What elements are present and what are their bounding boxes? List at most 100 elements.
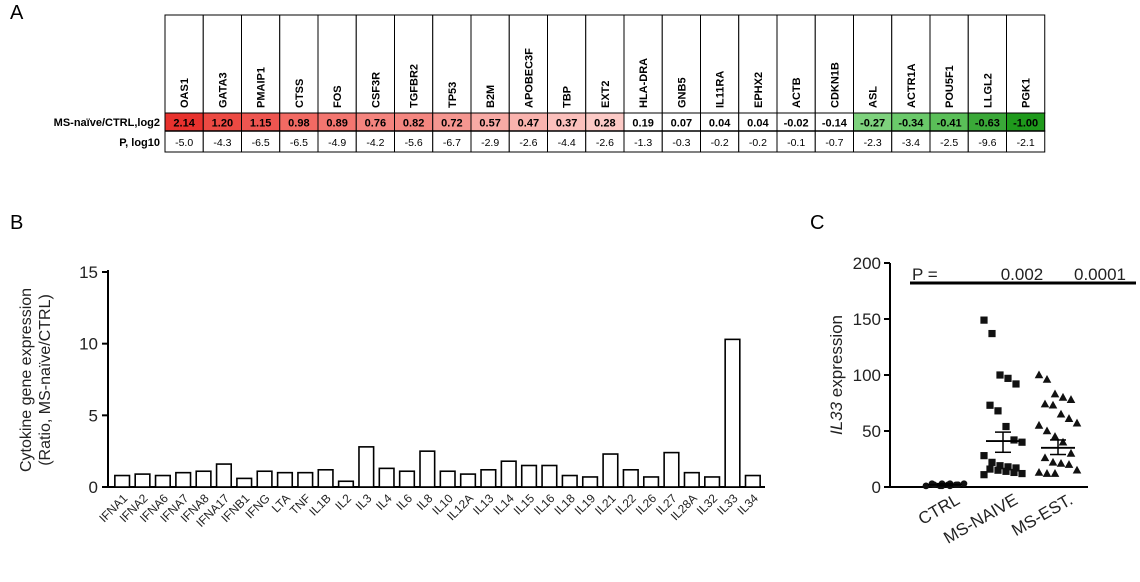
panel-label-a: A [10, 2, 24, 24]
p-value-text: -4.4 [558, 137, 576, 149]
log2-value: 0.19 [632, 118, 653, 130]
data-point [1048, 400, 1058, 409]
data-point [1050, 389, 1060, 398]
log2-value: -0.02 [784, 118, 809, 130]
log2-value: -0.41 [937, 118, 962, 130]
p-value-text: -4.9 [328, 137, 346, 149]
panel-label-c: C [810, 212, 825, 234]
data-point [1056, 409, 1066, 418]
gene-header-cell [853, 14, 893, 114]
gene-name-label: CTSS [294, 79, 306, 108]
log2-value: -0.14 [822, 118, 848, 130]
p-value-text: -0.3 [672, 137, 690, 149]
p-value-text: -2.6 [519, 137, 537, 149]
data-point [1058, 392, 1068, 401]
data-point [1012, 464, 1020, 472]
log2-value: 0.82 [403, 118, 424, 130]
y-axis-label: IL33 expression [827, 315, 846, 435]
gene-heatmap-table: OAS1 GATA3 PMAIP1 CTSS FOS CSF3R TGFBR2 TP53 B2M… [54, 14, 1046, 153]
y-tick-label: 50 [862, 422, 881, 441]
bar [175, 471, 192, 488]
data-point [980, 452, 988, 460]
data-point [1002, 467, 1010, 475]
gene-name-label: APOBEC3F [523, 48, 535, 108]
bar [378, 467, 395, 488]
gene-name-label: IL11RA [715, 71, 727, 108]
data-point [1040, 453, 1050, 462]
gene-name-label: CDKN1B [829, 62, 841, 108]
bar [358, 446, 375, 488]
data-point [988, 329, 996, 338]
log2-value: 0.57 [479, 118, 500, 130]
p-value-text: -9.6 [978, 137, 996, 149]
gene-header-cell [967, 14, 1007, 114]
data-point [1018, 438, 1026, 446]
bar [276, 471, 294, 488]
gene-name-label: HLA-DRA [638, 58, 650, 108]
p-value-text: -2.5 [940, 137, 958, 149]
gene-header-cell [164, 14, 204, 114]
data-point [1018, 469, 1026, 478]
gene-name-label: TBP [562, 86, 574, 108]
data-point [1050, 469, 1060, 477]
bar [154, 474, 171, 488]
log2-value: 0.76 [365, 118, 386, 130]
p-value-text: -0.7 [825, 137, 843, 149]
bar [541, 464, 558, 488]
log2-value: 2.14 [173, 118, 195, 130]
gene-header-cell [814, 14, 854, 114]
data-point [1010, 468, 1018, 477]
bar [398, 470, 416, 488]
p-value-text: -0.1 [787, 137, 805, 149]
data-point [986, 401, 994, 409]
bar [683, 471, 700, 488]
gene-header-cell [279, 14, 319, 114]
gene-header-cell [738, 14, 778, 114]
data-point [1056, 458, 1066, 467]
p-value-text: -0.2 [711, 137, 729, 149]
p-value-text: -6.5 [290, 137, 308, 149]
bar [439, 470, 456, 488]
gene-name-label: ACTR1A [906, 63, 918, 108]
log2-value: 1.20 [212, 118, 233, 130]
gene-header-cell [508, 14, 548, 114]
bar [459, 473, 477, 488]
data-point [1048, 457, 1058, 466]
data-point [994, 466, 1002, 474]
bar [663, 451, 680, 488]
gene-name-label: GNB5 [676, 77, 688, 108]
data-point [1064, 414, 1074, 422]
gene-name-label: TGFBR2 [409, 64, 421, 108]
bar [520, 464, 538, 488]
gene-name-label: PGK1 [1021, 78, 1033, 108]
y-tick-label: 0 [872, 478, 881, 497]
log2-value: -1.00 [1013, 118, 1038, 130]
p-label: P = [912, 265, 938, 284]
p-value: 0.002 [1001, 265, 1044, 284]
gene-name-label: ASL [868, 86, 880, 108]
p-value-text: -2.6 [596, 137, 614, 149]
p-value-text: -5.0 [175, 137, 193, 149]
log2-value: 0.28 [594, 118, 615, 130]
p-value: 0.0001 [1074, 265, 1126, 284]
log2-value: 0.37 [556, 118, 577, 130]
bar [317, 468, 334, 488]
bar [236, 477, 253, 488]
y-tick-label: 100 [853, 366, 881, 385]
gene-header-cell [623, 14, 663, 114]
bar [622, 468, 639, 488]
y-tick-label: 10 [79, 335, 98, 354]
y-axis-label: Cytokine gene expression [18, 288, 35, 472]
log2-value: 0.07 [671, 118, 692, 130]
gene-name-label: EXT2 [600, 80, 612, 108]
gene-header-cell [241, 14, 281, 114]
gene-name-label: FOS [332, 85, 344, 108]
bar [724, 338, 741, 488]
row-label-plog10: P, log10 [119, 137, 160, 149]
y-axis-label-gene: IL33 [827, 401, 846, 435]
log2-value: -0.27 [860, 118, 885, 130]
gene-name-label: B2M [485, 85, 497, 108]
data-point [960, 480, 968, 487]
data-point [1050, 432, 1060, 440]
